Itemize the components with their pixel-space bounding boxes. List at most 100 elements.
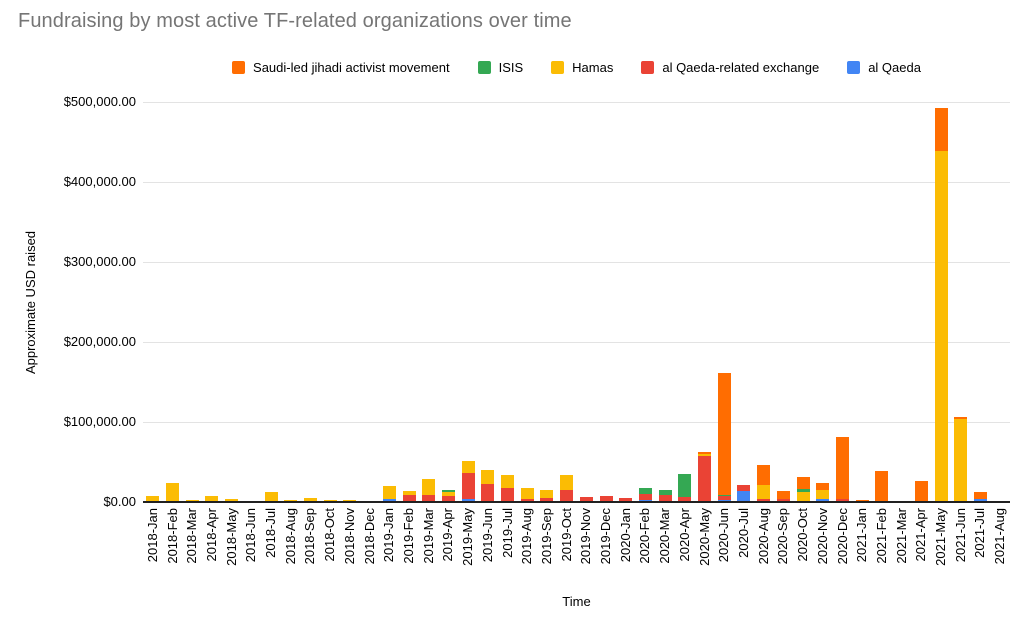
bar-segment[interactable] xyxy=(757,464,771,486)
bar-segment[interactable] xyxy=(560,474,574,490)
bar-segment[interactable] xyxy=(619,497,633,501)
x-tick-label: 2021-Apr xyxy=(913,508,929,562)
x-tick-label: 2020-Aug xyxy=(755,508,771,565)
bar-segment[interactable] xyxy=(796,489,810,493)
bar-segment[interactable] xyxy=(422,478,436,496)
gridline xyxy=(143,182,1010,183)
bar-segment[interactable] xyxy=(934,151,948,501)
y-axis-title: Approximate USD raised xyxy=(23,230,39,374)
bar-segment[interactable] xyxy=(776,490,790,500)
bar-segment[interactable] xyxy=(737,485,751,492)
bar-segment[interactable] xyxy=(146,496,160,501)
bar-segment[interactable] xyxy=(461,473,475,500)
x-tick-label: 2020-Mar xyxy=(657,508,673,564)
bar-segment[interactable] xyxy=(836,437,849,500)
bar-segment[interactable] xyxy=(225,499,239,501)
x-tick-label: 2019-Jun xyxy=(479,508,495,563)
bar-segment[interactable] xyxy=(757,499,771,501)
bar-segment[interactable] xyxy=(185,499,199,501)
bar-segment[interactable] xyxy=(875,470,889,501)
bar-segment[interactable] xyxy=(638,500,652,501)
bar-segment[interactable] xyxy=(717,372,731,495)
legend: Saudi-led jihadi activist movement ISIS Ha… xyxy=(143,59,1010,75)
bar-segment[interactable] xyxy=(698,453,712,457)
bar-segment[interactable] xyxy=(166,483,180,501)
bar-segment[interactable] xyxy=(441,496,455,501)
bar-segment[interactable] xyxy=(461,461,475,473)
y-tick-label: $100,000.00 xyxy=(63,414,136,429)
legend-item: Hamas xyxy=(551,60,613,75)
bar-segment[interactable] xyxy=(638,488,652,494)
bar-segment[interactable] xyxy=(658,490,672,495)
bar-segment[interactable] xyxy=(796,492,810,501)
bar-segment[interactable] xyxy=(422,495,436,501)
bar-segment[interactable] xyxy=(678,474,692,497)
x-tick-label: 2021-Mar xyxy=(893,508,909,564)
y-tick-label: $400,000.00 xyxy=(63,174,136,189)
bar-segment[interactable] xyxy=(973,492,987,500)
bar-segment[interactable] xyxy=(461,499,475,501)
x-tick-label: 2021-Feb xyxy=(873,508,889,564)
bar-segment[interactable] xyxy=(540,489,554,498)
bar-segment[interactable] xyxy=(796,476,810,490)
bar-segment[interactable] xyxy=(816,498,830,501)
bar-segment[interactable] xyxy=(382,485,396,500)
bar-segment[interactable] xyxy=(323,500,337,501)
bar-segment[interactable] xyxy=(540,497,554,501)
x-tick-label: 2018-Jun xyxy=(243,508,259,563)
bar-segment[interactable] xyxy=(717,499,731,501)
bar-segment[interactable] xyxy=(678,496,692,501)
chart-title: Fundraising by most active TF-related or… xyxy=(18,10,572,32)
legend-item: al Qaeda-related exchange xyxy=(641,60,819,75)
bar-segment[interactable] xyxy=(717,495,731,497)
bar-segment[interactable] xyxy=(520,487,534,499)
x-tick-label: 2019-Aug xyxy=(519,508,535,565)
x-tick-label: 2020-May xyxy=(696,508,712,566)
bar-segment[interactable] xyxy=(441,492,455,497)
bar-segment[interactable] xyxy=(914,481,928,501)
bar-segment[interactable] xyxy=(954,419,968,501)
x-tick-label: 2019-Apr xyxy=(440,508,456,562)
x-tick-label: 2020-Nov xyxy=(814,508,830,565)
bar-segment[interactable] xyxy=(757,485,771,499)
bar-segment[interactable] xyxy=(560,489,574,501)
bar-segment[interactable] xyxy=(638,493,652,501)
bar-segment[interactable] xyxy=(816,482,830,490)
bar-segment[interactable] xyxy=(205,496,219,501)
bar-segment[interactable] xyxy=(481,484,495,501)
bar-segment[interactable] xyxy=(816,489,830,499)
bar-segment[interactable] xyxy=(481,469,495,485)
bar-segment[interactable] xyxy=(501,474,515,489)
bar-segment[interactable] xyxy=(954,417,968,420)
bar-segment[interactable] xyxy=(836,499,849,501)
bar-segment[interactable] xyxy=(402,494,416,501)
bar-segment[interactable] xyxy=(579,497,593,501)
bar-segment[interactable] xyxy=(658,495,672,501)
legend-label: Hamas xyxy=(572,59,614,75)
bar-segment[interactable] xyxy=(698,456,712,501)
bar-segment[interactable] xyxy=(284,499,298,501)
bar-segment[interactable] xyxy=(934,108,948,152)
bar-segment[interactable] xyxy=(776,499,790,501)
x-tick-label: 2019-Mar xyxy=(420,508,436,564)
bar-segment[interactable] xyxy=(501,488,515,501)
legend-label: al Qaeda-related exchange xyxy=(662,59,820,75)
bar-segment[interactable] xyxy=(698,451,712,454)
bar-segment[interactable] xyxy=(599,496,613,501)
legend-label: al Qaeda xyxy=(868,59,921,75)
bar-segment[interactable] xyxy=(382,499,396,501)
x-tick-label: 2019-Nov xyxy=(578,508,594,565)
bar-segment[interactable] xyxy=(402,490,416,495)
bar-segment[interactable] xyxy=(441,489,455,493)
bar-segment[interactable] xyxy=(973,499,987,501)
x-tick-label: 2019-Jan xyxy=(381,508,397,563)
bar-segment[interactable] xyxy=(264,492,278,501)
bar-segment[interactable] xyxy=(855,499,869,501)
bar-segment[interactable] xyxy=(717,496,731,500)
bar-segment[interactable] xyxy=(520,499,534,501)
bar-segment[interactable] xyxy=(343,500,357,501)
bar-segment[interactable] xyxy=(737,491,751,501)
bar-segment[interactable] xyxy=(303,498,317,501)
x-tick-label: 2018-Nov xyxy=(341,508,357,565)
